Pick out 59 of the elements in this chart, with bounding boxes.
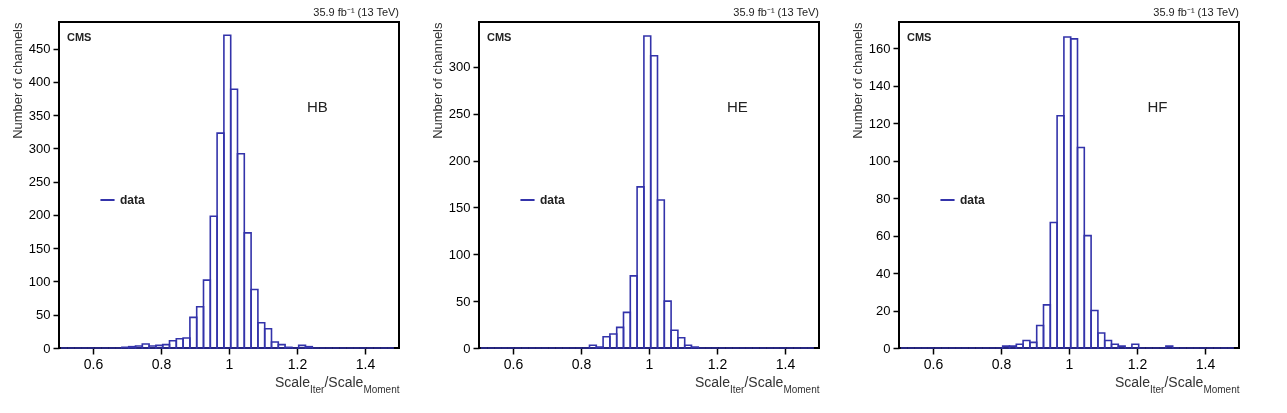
y-tick-label: 100 (868, 153, 891, 169)
y-tick-label: 200 (448, 153, 471, 169)
y-tick-label: 450 (28, 41, 51, 57)
x-tick-label: 0.8 (991, 355, 1012, 372)
y-tick-label: 80 (876, 190, 891, 206)
x-tick-label: 1 (1065, 355, 1074, 372)
x-axis-title: Scale$_{Iter}$/Scale$_{Moment}$ (694, 373, 820, 394)
y-tick-label: 300 (28, 140, 51, 156)
y-tick-label: 0 (43, 340, 51, 356)
annotation: HF (1147, 98, 1168, 116)
y-tick-label: 250 (448, 106, 471, 122)
x-tick-label: 1.4 (775, 355, 796, 372)
x-tick-label: 1.2 (1127, 355, 1148, 372)
annotation: CMS (487, 31, 512, 43)
y-axis-title: Number of channels (849, 22, 865, 139)
y-tick-label: 20 (876, 303, 891, 319)
annotation: CMS (907, 31, 932, 43)
y-tick-label: 50 (456, 293, 471, 309)
x-tick-label: 1.4 (355, 355, 376, 372)
x-tick-label: 0.8 (151, 355, 172, 372)
y-tick-label: 200 (28, 207, 51, 223)
chart-title: 35.9 fb⁻¹ (13 TeV) (1153, 6, 1239, 18)
y-tick-label: 0 (463, 340, 471, 356)
y-tick-label: 120 (868, 115, 891, 131)
legend-label: data (960, 193, 985, 208)
y-tick-label: 350 (28, 107, 51, 123)
annotation: HB (306, 98, 328, 116)
chart-title: 35.9 fb⁻¹ (13 TeV) (733, 6, 819, 18)
y-tick-label: 60 (876, 228, 891, 244)
y-tick-label: 50 (36, 307, 51, 323)
chart-title: 35.9 fb⁻¹ (13 TeV) (313, 6, 399, 18)
y-axis-title: Number of channels (9, 22, 25, 139)
y-tick-label: 100 (448, 246, 471, 262)
y-tick-label: 140 (868, 78, 891, 94)
y-tick-label: 250 (28, 174, 51, 190)
x-tick-label: 1.2 (287, 355, 308, 372)
y-tick-label: 40 (876, 265, 891, 281)
x-tick-label: 0.6 (503, 355, 524, 372)
x-tick-label: 1.4 (1195, 355, 1216, 372)
y-tick-label: 150 (448, 199, 471, 215)
y-tick-label: 300 (448, 59, 471, 75)
legend-label: data (540, 193, 565, 208)
legend-label: data (120, 193, 145, 208)
x-axis-title: Scale$_{Iter}$/Scale$_{Moment}$ (274, 373, 400, 394)
annotation: HE (726, 98, 748, 116)
x-tick-label: 1.2 (707, 355, 728, 372)
x-tick-label: 0.6 (83, 355, 104, 372)
x-axis-title: Scale$_{Iter}$/Scale$_{Moment}$ (1114, 373, 1240, 394)
y-tick-label: 100 (28, 273, 51, 289)
y-axis-title: Number of channels (429, 22, 445, 139)
x-tick-label: 0.6 (923, 355, 944, 372)
y-tick-label: 160 (868, 40, 891, 56)
x-tick-label: 0.8 (571, 355, 592, 372)
annotation: CMS (67, 31, 92, 43)
y-tick-label: 0 (883, 340, 891, 356)
y-tick-label: 400 (28, 74, 51, 90)
x-tick-label: 1 (645, 355, 654, 372)
y-tick-label: 150 (28, 240, 51, 256)
x-tick-label: 1 (225, 355, 234, 372)
